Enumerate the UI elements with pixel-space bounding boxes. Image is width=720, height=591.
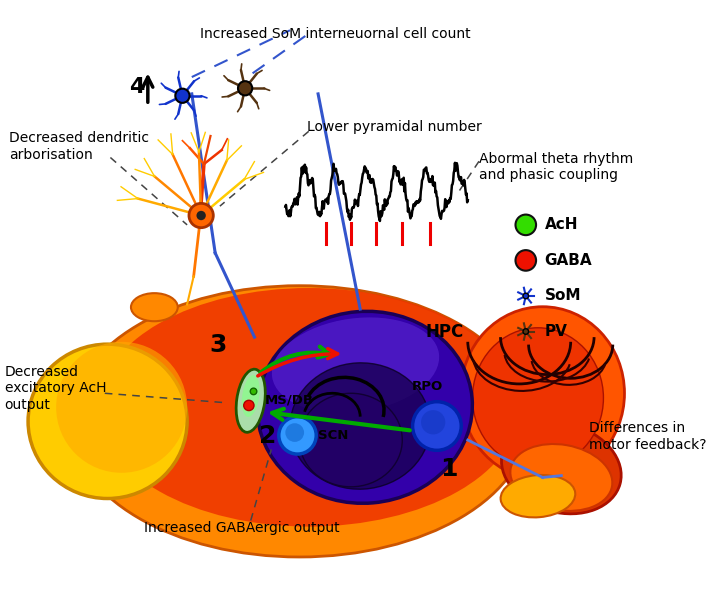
Circle shape (189, 203, 213, 228)
Ellipse shape (242, 375, 260, 417)
Text: Decreased
excitatory AcH
output: Decreased excitatory AcH output (4, 365, 106, 411)
Text: AcH: AcH (544, 217, 578, 232)
Circle shape (516, 250, 536, 271)
Text: SoM: SoM (544, 288, 581, 303)
Text: SCN: SCN (318, 429, 348, 442)
Ellipse shape (501, 423, 621, 514)
Ellipse shape (500, 475, 575, 517)
Circle shape (243, 400, 254, 411)
Text: Lower pyramidal number: Lower pyramidal number (307, 120, 482, 134)
Text: MS/DB: MS/DB (265, 394, 314, 407)
Circle shape (413, 402, 462, 450)
Ellipse shape (472, 328, 603, 468)
Circle shape (523, 293, 528, 298)
Text: Differences in
motor feedback?: Differences in motor feedback? (590, 421, 707, 452)
Text: Increased GABAergic output: Increased GABAergic output (143, 521, 339, 534)
Ellipse shape (257, 311, 472, 504)
Circle shape (421, 410, 446, 434)
Circle shape (516, 215, 536, 235)
Text: 2: 2 (259, 424, 276, 448)
Ellipse shape (236, 369, 265, 432)
Text: Increased SoM interneuornal cell count: Increased SoM interneuornal cell count (199, 27, 470, 41)
Circle shape (523, 329, 528, 335)
Text: Abormal theta rhythm
and phasic coupling: Abormal theta rhythm and phasic coupling (479, 152, 634, 182)
Ellipse shape (131, 293, 178, 322)
Circle shape (279, 417, 316, 454)
Text: PV: PV (544, 324, 567, 339)
Text: 3: 3 (210, 333, 227, 357)
Ellipse shape (510, 444, 612, 511)
Ellipse shape (28, 344, 187, 499)
Ellipse shape (56, 342, 187, 473)
Text: Decreased dendritic
arborisation: Decreased dendritic arborisation (9, 131, 149, 161)
Ellipse shape (98, 288, 519, 527)
Text: RPO: RPO (412, 381, 444, 394)
Ellipse shape (290, 363, 431, 489)
Circle shape (197, 211, 206, 220)
Text: 1: 1 (441, 457, 458, 480)
Ellipse shape (272, 317, 439, 413)
Circle shape (251, 388, 257, 395)
Text: HPC: HPC (426, 323, 464, 341)
Circle shape (238, 81, 252, 95)
Ellipse shape (461, 307, 624, 480)
Text: 4: 4 (129, 77, 144, 98)
Text: GABA: GABA (544, 253, 592, 268)
Circle shape (176, 89, 189, 103)
Circle shape (285, 423, 304, 442)
Ellipse shape (70, 285, 528, 557)
Ellipse shape (300, 393, 402, 487)
